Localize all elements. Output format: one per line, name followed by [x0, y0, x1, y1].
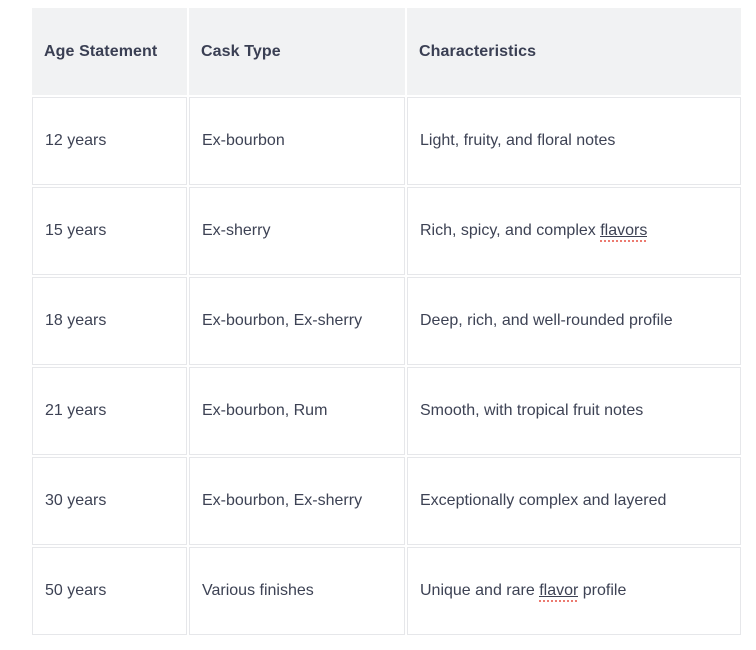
- cell-cask-type[interactable]: Ex-sherry: [189, 187, 405, 275]
- cell-age-statement[interactable]: 21 years: [32, 367, 187, 455]
- cell-cask-type[interactable]: Ex-bourbon, Rum: [189, 367, 405, 455]
- table-row: 50 years Various finishes Unique and rare …: [32, 547, 741, 635]
- table-header: Age Statement Cask Type Characteristics: [32, 8, 741, 95]
- whisky-age-table: Age Statement Cask Type Characteristics …: [30, 6, 743, 637]
- cell-cask-type[interactable]: Ex-bourbon, Ex-sherry: [189, 277, 405, 365]
- column-header-cask-type[interactable]: Cask Type: [189, 8, 405, 95]
- column-header-characteristics[interactable]: Characteristics: [407, 8, 741, 95]
- header-row: Age Statement Cask Type Characteristics: [32, 8, 741, 95]
- characteristics-text: Unique and rare: [420, 582, 540, 599]
- table-row: 18 years Ex-bourbon, Ex-sherry Deep, rich,…: [32, 277, 741, 365]
- cell-cask-type[interactable]: Ex-bourbon: [189, 97, 405, 185]
- characteristics-text: Light, fruity, and floral notes: [420, 132, 616, 149]
- cell-characteristics[interactable]: Light, fruity, and floral notes: [407, 97, 741, 185]
- table-row: 30 years Ex-bourbon, Ex-sherry Exceptional…: [32, 457, 741, 545]
- characteristics-text: Rich, spicy, and complex: [420, 222, 601, 239]
- cell-characteristics[interactable]: Exceptionally complex and layered: [407, 457, 741, 545]
- cell-characteristics[interactable]: Deep, rich, and well-rounded profile: [407, 277, 741, 365]
- column-header-age-statement[interactable]: Age Statement: [32, 8, 187, 95]
- misspelled-word[interactable]: flavors: [600, 222, 648, 242]
- table-body: 12 years Ex-bourbon Light, fruity, and flo…: [32, 97, 741, 635]
- cell-age-statement[interactable]: 15 years: [32, 187, 187, 275]
- characteristics-text: Smooth, with tropical fruit notes: [420, 402, 644, 419]
- table-row: 15 years Ex-sherry Rich, spicy, and comple…: [32, 187, 741, 275]
- characteristics-text: profile: [578, 582, 627, 599]
- misspelled-word[interactable]: flavor: [539, 582, 579, 602]
- cell-age-statement[interactable]: 12 years: [32, 97, 187, 185]
- table-row: 21 years Ex-bourbon, Rum Smooth, with trop…: [32, 367, 741, 455]
- table-row: 12 years Ex-bourbon Light, fruity, and flo…: [32, 97, 741, 185]
- cell-characteristics[interactable]: Rich, spicy, and complex flavors: [407, 187, 741, 275]
- cell-cask-type[interactable]: Various finishes: [189, 547, 405, 635]
- cell-characteristics[interactable]: Unique and rare flavor profile: [407, 547, 741, 635]
- cell-characteristics[interactable]: Smooth, with tropical fruit notes: [407, 367, 741, 455]
- cell-age-statement[interactable]: 30 years: [32, 457, 187, 545]
- cell-age-statement[interactable]: 50 years: [32, 547, 187, 635]
- cell-cask-type[interactable]: Ex-bourbon, Ex-sherry: [189, 457, 405, 545]
- characteristics-text: Deep, rich, and well-rounded profile: [420, 312, 673, 329]
- characteristics-text: Exceptionally complex and layered: [420, 492, 667, 509]
- cell-age-statement[interactable]: 18 years: [32, 277, 187, 365]
